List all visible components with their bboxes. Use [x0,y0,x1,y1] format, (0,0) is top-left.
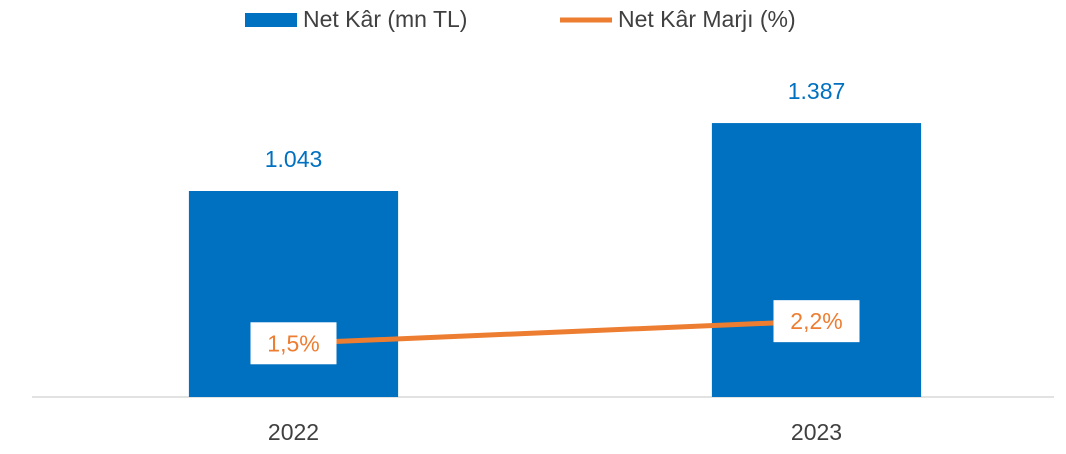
legend-swatch [245,13,297,27]
value-label: 1.043 [265,146,323,172]
value-label-box [250,322,337,365]
x-tick-label: 2023 [791,419,842,445]
value-label: 2,2% [790,308,842,334]
value-label: 1.387 [788,78,846,104]
value-label: 1,5% [267,330,319,356]
legend-label: Net Kâr Marjı (%) [618,6,796,32]
legend-label: Net Kâr (mn TL) [303,6,467,32]
line [293,318,817,346]
bar [188,191,399,397]
bar [711,123,922,397]
value-label-box [773,300,860,343]
x-tick-label: 2022 [268,419,319,445]
